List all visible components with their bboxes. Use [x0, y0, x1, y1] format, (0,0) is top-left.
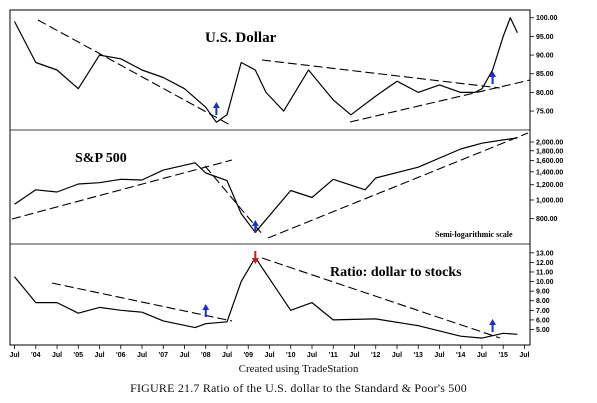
dollar-panel: 100.00 95.00 90.00 85.00 80.00 75.00: [13, 15, 558, 127]
ratio-trendline: [51, 282, 233, 322]
x-tick-label: '14: [456, 352, 466, 359]
sp500-trendline: [11, 159, 233, 220]
ratio-series-line: [14, 257, 518, 339]
x-tick-label: Jul: [349, 352, 359, 359]
plot-frame: [9, 9, 531, 346]
x-tick-label: '06: [116, 352, 126, 359]
ratio-trendline: [261, 257, 501, 339]
x-tick-label: Jul: [94, 352, 104, 359]
ratio-buy-arrow-head: [202, 304, 210, 310]
sp500-buy-arrow-head: [251, 220, 259, 226]
sp500-y-tick-label: 800.00: [536, 216, 558, 223]
ratio-panel-title: Ratio: dollar to stocks: [330, 265, 462, 280]
x-tick-label: '05: [74, 352, 84, 359]
sp500-y-tick-label: 1,600.00: [536, 158, 563, 165]
x-tick-label: Jul: [137, 352, 147, 359]
ratio-y-tick-label: 8.00: [536, 298, 550, 305]
x-tick-label: '10: [286, 352, 296, 359]
ratio-sell-arrow-head: [251, 258, 259, 264]
sp500-y-tick-label: 1,400.00: [536, 169, 563, 176]
dollar-panel-title: U.S. Dollar: [205, 30, 277, 46]
x-tick-label: Jul: [392, 352, 402, 359]
x-tick-label: Jul: [222, 352, 232, 359]
dollar-buy-arrow-head: [489, 71, 497, 77]
x-tick-label: Jul: [9, 352, 19, 359]
ratio-y-tick-label: 9.00: [536, 289, 550, 296]
chart-credit: Created using TradeStation: [238, 363, 359, 375]
x-tick-label: '13: [413, 352, 423, 359]
x-tick-label: '11: [329, 352, 338, 359]
sp500-y-tick-label: 1,000.00: [536, 197, 563, 204]
ratio-y-tick-label: 5.00: [536, 327, 550, 334]
sp500-panel: 2,000.00 1,800.00 1,600.00 1,400.00 1,200.00…: [11, 132, 563, 239]
ratio-y-tick-label: 6.00: [536, 317, 550, 324]
dollar-buy-arrow-head: [212, 102, 220, 108]
semi-log-note: Semi-logarithmic scale: [435, 230, 513, 239]
x-tick-label: Jul: [434, 352, 444, 359]
x-axis: Jul '04 Jul '05 Jul '06 Jul '07 Jul '08 Jul '09 Jul '…: [9, 345, 530, 359]
x-tick-label: Jul: [519, 352, 529, 359]
dollar-y-tick-label: 75.00: [536, 109, 554, 116]
sp500-trendline: [204, 165, 264, 236]
figure-caption: FIGURE 21.7 Ratio of the U.S. dollar to …: [130, 381, 467, 395]
sp500-y-tick-label: 2,000.00: [536, 139, 563, 146]
ratio-y-tick-label: 12.00: [536, 260, 554, 267]
dollar-series-line: [13, 17, 518, 123]
ratio-y-tick-label: 10.00: [536, 279, 554, 286]
x-tick-label: '09: [244, 352, 254, 359]
x-tick-label: '12: [371, 352, 381, 359]
ratio-y-tick-label: 13.00: [536, 250, 554, 257]
x-tick-label: Jul: [264, 352, 274, 359]
dollar-trendline: [37, 19, 233, 127]
dollar-y-tick-label: 85.00: [536, 71, 554, 78]
dollar-trendline: [349, 79, 531, 123]
x-tick-label: '04: [31, 352, 41, 359]
sp500-panel-title: S&P 500: [75, 151, 127, 166]
dollar-y-tick-label: 95.00: [536, 34, 554, 41]
sp500-y-tick-label: 1,800.00: [536, 148, 563, 155]
ratio-buy-arrow-head: [489, 319, 497, 325]
dollar-trendline: [261, 59, 501, 89]
ratio-y-tick-label: 7.00: [536, 308, 550, 315]
x-tick-label: Jul: [477, 352, 487, 359]
x-tick-label: '07: [159, 352, 169, 359]
x-tick-label: Jul: [52, 352, 62, 359]
x-tick-label: Jul: [307, 352, 317, 359]
sp500-y-tick-label: 1,200.00: [536, 182, 563, 189]
sp500-series-line: [14, 137, 518, 233]
x-tick-label: '08: [201, 352, 211, 359]
ratio-panel: 13.00 12.00 11.00 10.00 9.00 8.00 7.00 6.00 5.00: [14, 250, 554, 339]
dollar-y-tick-label: 100.00: [536, 15, 558, 22]
sp500-trendline: [267, 132, 529, 239]
dollar-y-tick-label: 90.00: [536, 53, 554, 60]
dollar-y-tick-label: 80.00: [536, 90, 554, 97]
x-tick-label: '15: [498, 352, 508, 359]
x-tick-label: Jul: [179, 352, 189, 359]
ratio-y-tick-label: 11.00: [536, 269, 553, 276]
